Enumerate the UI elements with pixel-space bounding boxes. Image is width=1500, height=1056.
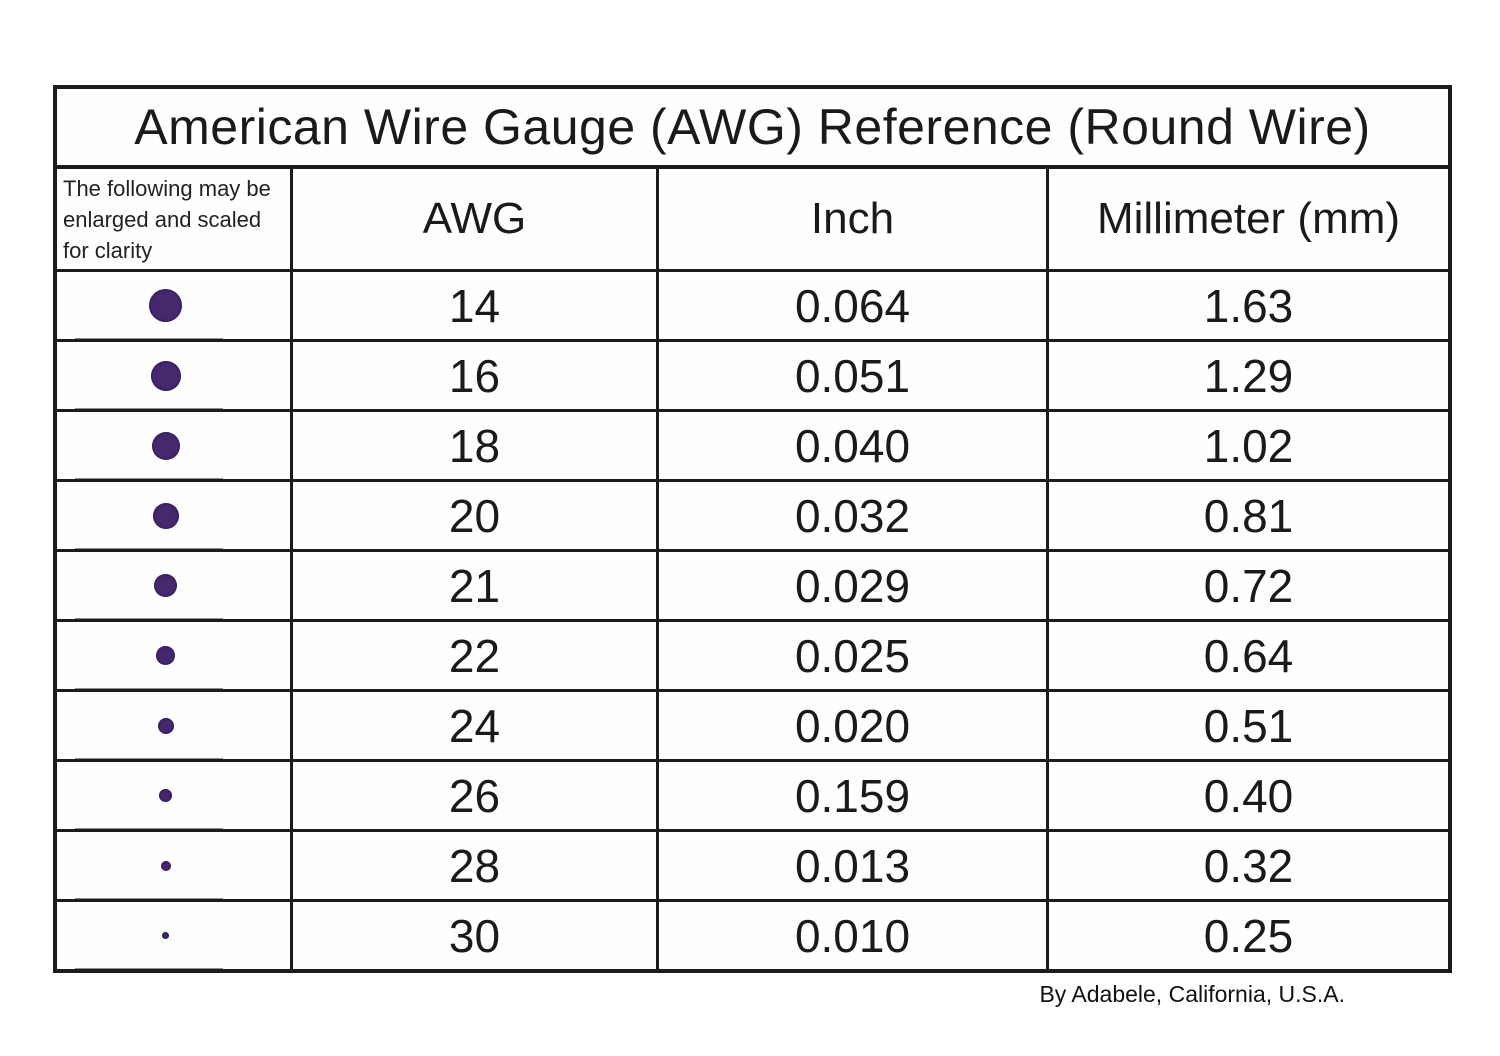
inch-value: 0.040: [659, 412, 1049, 479]
awg-value: 30: [293, 902, 659, 969]
awg-reference-table: American Wire Gauge (AWG) Reference (Rou…: [53, 85, 1452, 973]
table-row: 16 0.051 1.29: [57, 342, 1448, 412]
wire-size-dot-cell: [57, 412, 293, 479]
inch-value: 0.025: [659, 622, 1049, 689]
dot-underline: [75, 898, 223, 899]
wire-size-dot-cell: [57, 692, 293, 759]
wire-size-dot-cell: [57, 902, 293, 969]
table-row: 18 0.040 1.02: [57, 412, 1448, 482]
inch-value: 0.013: [659, 832, 1049, 899]
awg-value: 21: [293, 552, 659, 619]
column-header-inch: Inch: [659, 169, 1049, 269]
mm-value: 0.64: [1203, 629, 1294, 682]
awg-value: 18: [293, 412, 659, 479]
inch-value: 0.010: [659, 902, 1049, 969]
wire-gauge-dot: [159, 789, 172, 802]
mm-value: 1.29: [1203, 349, 1294, 402]
wire-gauge-dot: [156, 646, 175, 665]
table-row: 24 0.020 0.51: [57, 692, 1448, 762]
wire-size-dot-cell: [57, 622, 293, 689]
awg-value: 26: [293, 762, 659, 829]
column-header-millimeter: Millimeter (mm): [1096, 194, 1401, 243]
awg-value: 20: [293, 482, 659, 549]
wire-size-dot-cell: [57, 832, 293, 899]
dot-underline: [75, 758, 223, 759]
awg-value: 16: [293, 342, 659, 409]
mm-value: 1.63: [1203, 279, 1294, 332]
inch-value: 0.064: [659, 272, 1049, 339]
mm-value: 0.25: [1203, 909, 1294, 962]
dot-underline: [75, 548, 223, 549]
wire-gauge-dot: [152, 502, 179, 529]
wire-gauge-dot: [160, 860, 171, 871]
dot-underline: [75, 688, 223, 689]
wire-gauge-dot: [149, 289, 182, 322]
inch-value: 0.051: [659, 342, 1049, 409]
awg-value: 22: [293, 622, 659, 689]
wire-gauge-dot: [150, 360, 181, 391]
mm-value: 0.81: [1203, 489, 1294, 542]
dot-underline: [75, 408, 223, 409]
wire-gauge-dot: [154, 574, 177, 597]
awg-value: 14: [293, 272, 659, 339]
dot-underline: [75, 828, 223, 829]
inch-value: 0.159: [659, 762, 1049, 829]
table-row: 21 0.029 0.72: [57, 552, 1448, 622]
table-row: 20 0.032 0.81: [57, 482, 1448, 552]
inch-value: 0.032: [659, 482, 1049, 549]
scale-note: The following may be enlarged and scaled…: [57, 169, 293, 269]
table-row: 26 0.159 0.40: [57, 762, 1448, 832]
mm-value: 0.72: [1203, 559, 1294, 612]
table-row: 22 0.025 0.64: [57, 622, 1448, 692]
mm-value: 0.51: [1203, 699, 1294, 752]
wire-size-dot-cell: [57, 272, 293, 339]
mm-value: 0.40: [1203, 769, 1294, 822]
wire-size-dot-cell: [57, 342, 293, 409]
inch-value: 0.020: [659, 692, 1049, 759]
awg-value: 28: [293, 832, 659, 899]
column-header-awg: AWG: [293, 169, 659, 269]
inch-value: 0.029: [659, 552, 1049, 619]
dot-underline: [75, 618, 223, 619]
table-header-row: The following may be enlarged and scaled…: [57, 169, 1448, 272]
dot-underline: [75, 968, 223, 969]
wire-size-dot-cell: [57, 552, 293, 619]
wire-gauge-dot: [162, 932, 169, 939]
wire-gauge-dot: [151, 431, 180, 460]
table-title: American Wire Gauge (AWG) Reference (Rou…: [57, 89, 1448, 169]
awg-value: 24: [293, 692, 659, 759]
mm-value: 1.02: [1203, 419, 1294, 472]
wire-gauge-dot: [157, 717, 174, 734]
table-row: 30 0.010 0.25: [57, 902, 1448, 969]
mm-value: 0.32: [1203, 839, 1294, 892]
table-row: 28 0.013 0.32: [57, 832, 1448, 902]
wire-size-dot-cell: [57, 762, 293, 829]
table-row: 14 0.064 1.63: [57, 272, 1448, 342]
dot-underline: [75, 478, 223, 479]
credit-text: By Adabele, California, U.S.A.: [1039, 981, 1345, 1007]
table-body: 14 0.064 1.63 16 0.051 1.29 18 0.040 1.0…: [57, 272, 1448, 969]
dot-underline: [75, 338, 223, 339]
wire-size-dot-cell: [57, 482, 293, 549]
